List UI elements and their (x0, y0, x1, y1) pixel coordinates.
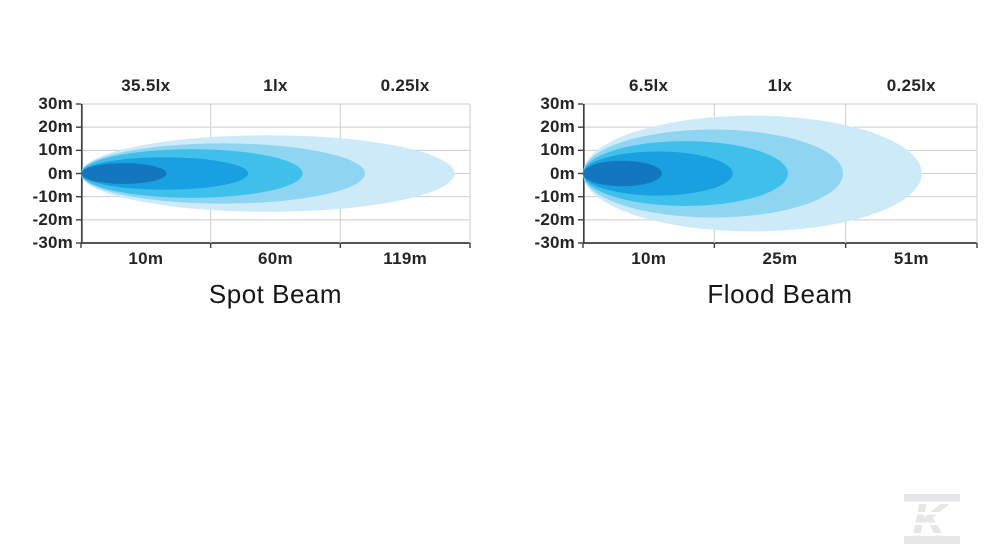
lux-label: 1lx (263, 76, 288, 95)
y-tick-label: 10m (540, 140, 575, 160)
lux-label: 35.5lx (121, 76, 171, 95)
y-tick-label: 30m (38, 94, 73, 113)
distance-label: 10m (128, 249, 164, 268)
y-tick-label: -20m (534, 209, 575, 229)
y-tick-label: -10m (32, 186, 73, 206)
lux-label: 6.5lx (629, 76, 669, 95)
y-tick-label: 0m (48, 163, 73, 183)
y-tick-label: -10m (534, 186, 575, 206)
flood-beam-plot (578, 103, 978, 248)
y-tick-label: 30m (540, 94, 575, 113)
spot-beam-title: Spot Beam (208, 279, 343, 309)
lux-label: 0.25lx (886, 76, 936, 95)
y-tick-label: -30m (534, 233, 575, 252)
y-tick-label: 10m (38, 140, 73, 160)
distance-label: 60m (258, 249, 293, 268)
y-tick-label: -30m (32, 233, 73, 252)
spot-beam-chart: 30m 20m 10m 0m -10m -20m -30m 35.5lx 1lx… (33, 76, 471, 309)
distance-label: 51m (893, 249, 929, 268)
lux-label: 0.25lx (380, 76, 430, 95)
distance-label: 25m (762, 249, 798, 268)
brand-watermark-k-logo: K (904, 493, 960, 545)
flood-beam-chart: 30m 20m 10m 0m -10m -20m -30m 6.5lx 1lx … (535, 76, 978, 309)
y-tick-label: 20m (540, 117, 575, 137)
distance-label: 119m (383, 249, 428, 268)
y-tick-label: -20m (32, 209, 73, 229)
lux-label: 1lx (767, 76, 793, 95)
spot-beam-plot (76, 103, 471, 248)
y-tick-label: 0m (550, 163, 575, 183)
y-tick-label: 20m (38, 117, 73, 137)
flood-beam-title: Flood Beam (707, 279, 853, 309)
k-logo-stripes: K (904, 493, 960, 545)
distance-label: 10m (631, 249, 667, 268)
